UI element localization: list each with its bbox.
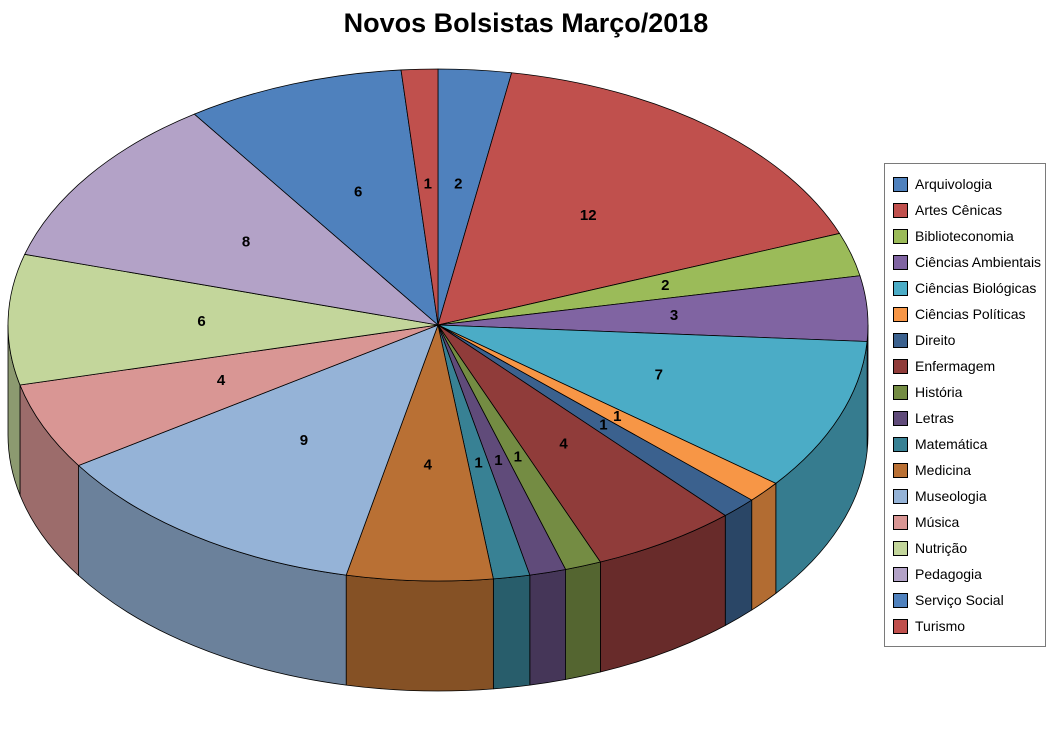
data-label-Biblioteconomia: 2 bbox=[661, 277, 669, 294]
legend-swatch-icon bbox=[893, 280, 908, 296]
legend-label: Ciências Biológicas bbox=[915, 280, 1037, 296]
data-label-Artes Cênicas: 12 bbox=[580, 207, 597, 224]
legend-swatch-icon bbox=[893, 488, 908, 504]
legend-item: Enfermagem bbox=[893, 353, 1039, 379]
legend-item: Arquivologia bbox=[893, 171, 1039, 197]
legend-item: Artes Cênicas bbox=[893, 197, 1039, 223]
data-label-História: 1 bbox=[514, 449, 522, 466]
legend-label: Museologia bbox=[915, 488, 987, 504]
pie-slice-Museologia bbox=[78, 324, 439, 576]
legend-label: Serviço Social bbox=[915, 592, 1004, 608]
legend-item: Ciências Políticas bbox=[893, 301, 1039, 327]
data-label-Medicina: 4 bbox=[424, 457, 433, 474]
legend-label: Pedagogia bbox=[915, 566, 982, 582]
data-label-Direito: 1 bbox=[599, 417, 607, 434]
legend-swatch-icon bbox=[893, 514, 908, 530]
legend-label: Turismo bbox=[915, 618, 966, 634]
legend-item: História bbox=[893, 379, 1039, 405]
legend-item: Música bbox=[893, 509, 1039, 535]
legend-swatch-icon bbox=[893, 358, 908, 374]
data-label-Ciências Políticas: 1 bbox=[613, 408, 621, 425]
legend-label: Matemática bbox=[915, 436, 988, 452]
legend-label: Medicina bbox=[915, 462, 972, 478]
legend-swatch-icon bbox=[893, 618, 908, 634]
legend-label: Enfermagem bbox=[915, 358, 996, 374]
pie-slice-Nutrição bbox=[7, 253, 439, 386]
legend-item: Turismo bbox=[893, 613, 1039, 639]
legend-label: Nutrição bbox=[915, 540, 968, 556]
pie-slice-Serviço Social bbox=[193, 69, 439, 326]
legend-label: Ciências Ambientais bbox=[915, 254, 1042, 270]
data-label-Nutrição: 6 bbox=[197, 313, 205, 330]
data-label-Ciências Ambientais: 3 bbox=[670, 307, 678, 324]
legend-item: Medicina bbox=[893, 457, 1039, 483]
legend-label: Arquivologia bbox=[915, 176, 993, 192]
legend-item: Nutrição bbox=[893, 535, 1039, 561]
legend-swatch-icon bbox=[893, 306, 908, 322]
legend-swatch-icon bbox=[893, 176, 908, 192]
pie-slice-Artes Cênicas bbox=[437, 72, 840, 326]
pie-side-História bbox=[565, 561, 601, 680]
legend-swatch-icon bbox=[893, 436, 908, 452]
legend-item: Direito bbox=[893, 327, 1039, 353]
legend-swatch-icon bbox=[893, 592, 908, 608]
data-label-Serviço Social: 6 bbox=[354, 183, 362, 200]
data-label-Enfermagem: 4 bbox=[559, 435, 568, 452]
data-label-Letras: 1 bbox=[494, 452, 502, 469]
legend-swatch-icon bbox=[893, 254, 908, 270]
legend-item: Serviço Social bbox=[893, 587, 1039, 613]
pie-slice-Ciências Biológicas bbox=[437, 324, 868, 484]
legend-label: Ciências Políticas bbox=[915, 306, 1026, 322]
pie-side-Medicina bbox=[345, 574, 494, 692]
legend-label: Música bbox=[915, 514, 960, 530]
legend-label: Direito bbox=[915, 332, 956, 348]
legend-swatch-icon bbox=[893, 202, 908, 218]
legend-swatch-icon bbox=[893, 410, 908, 426]
legend-item: Ciências Ambientais bbox=[893, 249, 1042, 275]
legend-swatch-icon bbox=[893, 332, 908, 348]
legend-swatch-icon bbox=[893, 566, 908, 582]
legend-label: Letras bbox=[915, 410, 954, 426]
legend-label: Artes Cênicas bbox=[915, 202, 1003, 218]
legend: Arquivologia Artes Cênicas Biblioteconomia… bbox=[884, 163, 1046, 647]
legend-swatch-icon bbox=[893, 228, 908, 244]
pie-side-Ciências Políticas bbox=[751, 482, 777, 611]
pie-side-Matemática bbox=[492, 574, 531, 690]
legend-item: Pedagogia bbox=[893, 561, 1039, 587]
pie-side-Direito bbox=[724, 499, 753, 626]
data-label-Matemática: 1 bbox=[474, 455, 482, 472]
legend-swatch-icon bbox=[893, 540, 908, 556]
chart-title: Novos Bolsistas Março/2018 bbox=[343, 8, 709, 38]
legend-item: Ciências Biológicas bbox=[893, 275, 1039, 301]
pie-side-Letras bbox=[529, 569, 566, 686]
pie-slice-Música bbox=[19, 324, 439, 466]
pie-slice-Turismo bbox=[400, 68, 439, 326]
legend-label: História bbox=[915, 384, 963, 400]
legend-swatch-icon bbox=[893, 462, 908, 478]
data-label-Arquivologia: 2 bbox=[454, 176, 462, 193]
data-label-Música: 4 bbox=[217, 372, 226, 389]
data-label-Ciências Biológicas: 7 bbox=[655, 366, 663, 383]
data-label-Turismo: 1 bbox=[424, 175, 432, 192]
data-label-Museologia: 9 bbox=[300, 432, 308, 449]
legend-item: Matemática bbox=[893, 431, 1039, 457]
pie-slice-Pedagogia bbox=[24, 113, 439, 326]
legend-item: Museologia bbox=[893, 483, 1039, 509]
legend-item: Biblioteconomia bbox=[893, 223, 1039, 249]
data-label-Pedagogia: 8 bbox=[242, 234, 250, 251]
pie-slice-Enfermagem bbox=[437, 324, 726, 563]
legend-item: Letras bbox=[893, 405, 1039, 431]
pie-slice-Medicina bbox=[345, 324, 494, 582]
legend-swatch-icon bbox=[893, 384, 908, 400]
legend-label: Biblioteconomia bbox=[915, 228, 1014, 244]
